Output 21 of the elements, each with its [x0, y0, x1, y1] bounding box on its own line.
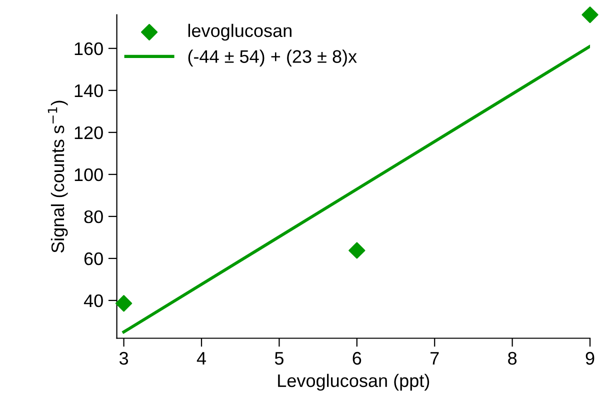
legend-label: levoglucosan: [188, 24, 292, 41]
y-axis-title: Signal (counts s$^{−1}$): [48, 100, 68, 253]
legend-label: (-44 ± 54) + (23 ± 8)x: [188, 50, 357, 67]
y-tick-label: 100: [74, 168, 103, 182]
x-tick-label: 5: [274, 352, 284, 365]
point: [348, 242, 366, 259]
point: [115, 295, 132, 312]
x-tick-label: 6: [352, 352, 362, 365]
y-tick-label: 80: [84, 210, 103, 224]
y-tick-label: 60: [84, 252, 103, 266]
y-tick-label: 40: [84, 294, 103, 308]
x-tick-label: 3: [119, 352, 128, 365]
y-tick-label: 120: [74, 126, 103, 140]
x-tick-label: 9: [586, 352, 594, 365]
x-tick-label: 7: [430, 352, 439, 365]
x-axis-title: Levoglucosan (ppt): [278, 374, 430, 391]
y-tick-label: 160: [74, 42, 103, 56]
x-tick-label: 4: [196, 352, 206, 365]
point: [582, 6, 598, 24]
y-tick-label: 140: [74, 84, 103, 98]
x-tick-label: 8: [508, 352, 517, 365]
